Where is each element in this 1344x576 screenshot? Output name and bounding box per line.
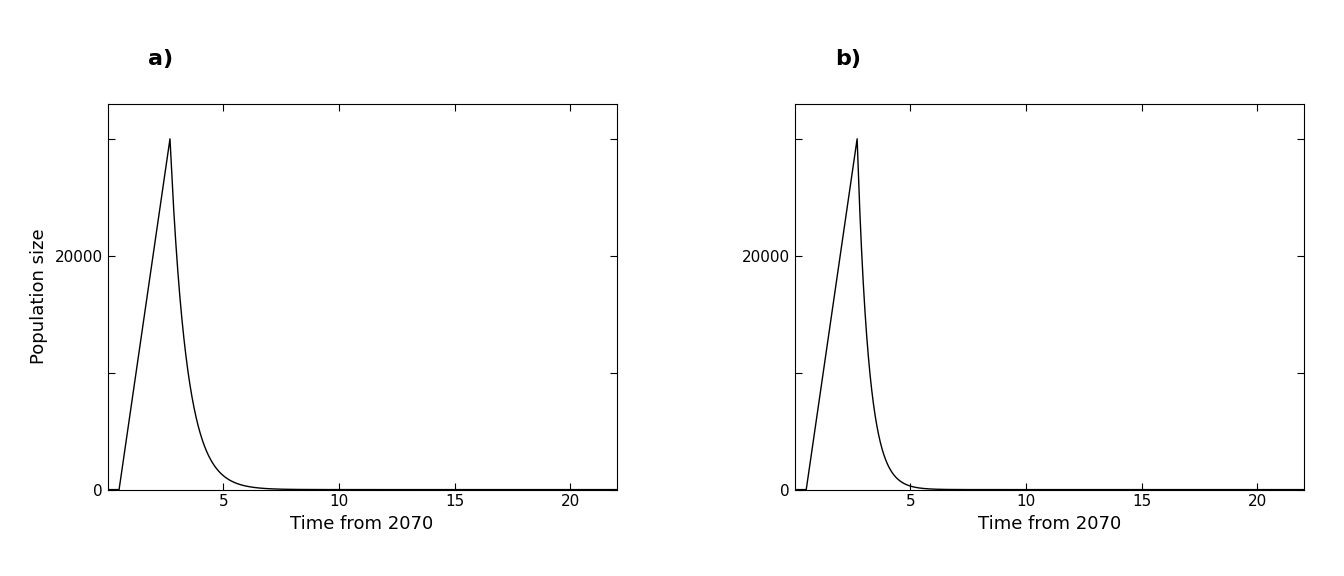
X-axis label: Time from 2070: Time from 2070 [290, 515, 434, 533]
Y-axis label: Population size: Population size [30, 229, 47, 365]
Text: b): b) [835, 49, 862, 69]
Text: a): a) [148, 49, 173, 69]
X-axis label: Time from 2070: Time from 2070 [977, 515, 1121, 533]
